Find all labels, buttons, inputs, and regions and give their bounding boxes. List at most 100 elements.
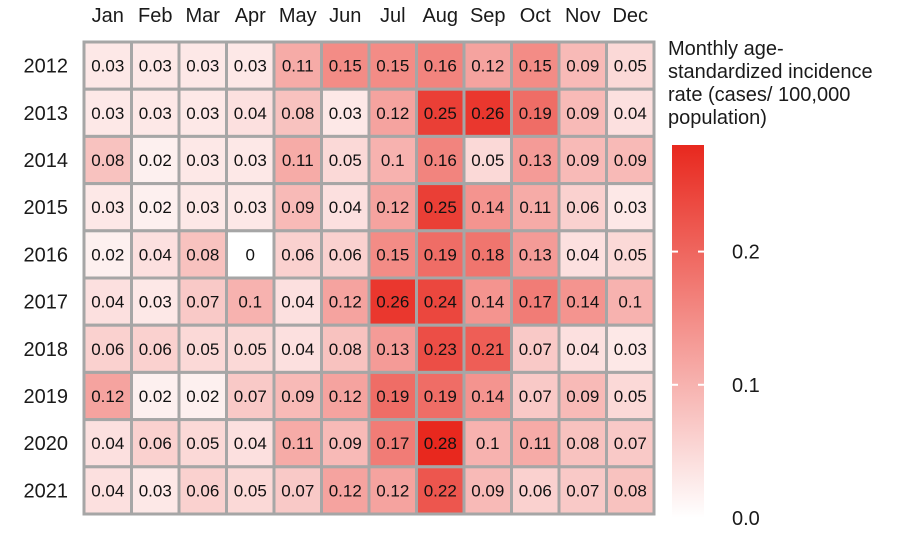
cell-value-label: 0.13 bbox=[376, 340, 409, 359]
heatmap-cell bbox=[225, 465, 276, 516]
year-label: 2019 bbox=[24, 386, 69, 408]
cell-value-label: 0.19 bbox=[376, 387, 409, 406]
month-label: Apr bbox=[235, 5, 266, 27]
cell-value-label: 0.05 bbox=[186, 340, 219, 359]
cell-value-label: 0.04 bbox=[91, 481, 124, 500]
heatmap-cell bbox=[272, 134, 323, 186]
cell-value-label: 0.14 bbox=[471, 387, 504, 406]
heatmap-cell bbox=[510, 418, 561, 469]
cell-value-label: 0.03 bbox=[186, 151, 219, 170]
heatmap-cell bbox=[272, 418, 323, 469]
cell-value-label: 0.15 bbox=[519, 57, 552, 76]
heatmap-cell bbox=[225, 370, 276, 422]
cell-value-label: 0.19 bbox=[424, 245, 457, 264]
heatmap-cell bbox=[510, 134, 561, 186]
month-label: May bbox=[279, 5, 317, 27]
cell-value-label: 0.04 bbox=[234, 104, 267, 123]
cell-value-label: 0.12 bbox=[329, 387, 362, 406]
heatmap-cell bbox=[320, 276, 371, 327]
heatmap-cell bbox=[82, 229, 133, 280]
cell-value-label: 0.05 bbox=[234, 481, 267, 500]
cell-value-label: 0.09 bbox=[566, 151, 599, 170]
cell-value-label: 0.12 bbox=[329, 293, 362, 312]
heatmap-cell bbox=[82, 418, 133, 469]
heatmap-cell bbox=[605, 323, 656, 374]
cell-value-label: 0.07 bbox=[614, 434, 647, 453]
cell-value-label: 0.04 bbox=[329, 198, 362, 217]
year-label: 2020 bbox=[24, 433, 69, 455]
cell-value-label: 0.07 bbox=[566, 481, 599, 500]
cell-value-label: 0.16 bbox=[424, 57, 457, 76]
cell-value-label: 0.09 bbox=[566, 57, 599, 76]
cell-value-label: 0.11 bbox=[282, 434, 314, 453]
cell-value-label: 0.12 bbox=[376, 481, 409, 500]
cell-value-label: 0.15 bbox=[376, 57, 409, 76]
legend-tick-label: 0.1 bbox=[732, 375, 760, 397]
heatmap-cell bbox=[177, 229, 228, 280]
cell-value-label: 0.05 bbox=[234, 340, 267, 359]
cell-value-label: 0.07 bbox=[519, 340, 552, 359]
year-label: 2014 bbox=[24, 150, 69, 172]
month-label: Mar bbox=[186, 5, 221, 27]
heatmap-cell bbox=[272, 229, 323, 280]
cell-value-label: 0.1 bbox=[238, 293, 262, 312]
heatmap-cell bbox=[320, 465, 371, 516]
cell-value-label: 0.02 bbox=[139, 151, 172, 170]
heatmap-cell bbox=[272, 370, 323, 422]
heatmap-cell bbox=[605, 465, 656, 516]
cell-value-label: 0.09 bbox=[471, 481, 504, 500]
cell-value-label: 0.04 bbox=[91, 293, 124, 312]
cell-value-label: 0.03 bbox=[186, 198, 219, 217]
cell-value-label: 0.15 bbox=[329, 57, 362, 76]
heatmap-cell bbox=[557, 323, 608, 374]
cell-value-label: 0.17 bbox=[519, 293, 552, 312]
cell-value-label: 0.12 bbox=[329, 481, 362, 500]
heatmap-cell bbox=[130, 182, 181, 233]
cell-value-label: 0.04 bbox=[139, 245, 172, 264]
year-label: 2017 bbox=[24, 292, 69, 314]
legend-tick-label: 0.2 bbox=[732, 242, 760, 264]
cell-value-label: 0.06 bbox=[329, 245, 362, 264]
heatmap-cell bbox=[557, 182, 608, 233]
cell-value-label: 0.12 bbox=[376, 198, 409, 217]
cell-value-label: 0.04 bbox=[281, 340, 314, 359]
heatmap-cell bbox=[510, 182, 561, 233]
cell-value-label: 0.08 bbox=[186, 245, 219, 264]
month-label: Feb bbox=[138, 5, 172, 27]
cell-value-label: 0.06 bbox=[281, 245, 314, 264]
cell-value-label: 0.03 bbox=[91, 57, 124, 76]
year-axis: 2012 2013 2014 2015 2016 2017 2018 2019 2020 2021 bbox=[24, 56, 69, 503]
heatmap-cell bbox=[462, 229, 513, 280]
cell-value-label: 0.06 bbox=[186, 481, 219, 500]
cell-value-label: 0.26 bbox=[471, 104, 504, 123]
cell-value-label: 0.04 bbox=[614, 104, 647, 123]
cell-value-label: 0.11 bbox=[519, 198, 551, 217]
cell-value-label: 0.25 bbox=[424, 198, 457, 217]
heatmap-cell bbox=[415, 182, 466, 233]
month-axis: Jan Feb Mar Apr May Jun Jul Aug Sep Oct Nov Dec bbox=[92, 5, 648, 27]
cell-value-label: 0.24 bbox=[424, 293, 457, 312]
cell-value-label: 0.12 bbox=[376, 104, 409, 123]
month-label: Jun bbox=[329, 5, 361, 27]
cell-value-label: 0.03 bbox=[614, 198, 647, 217]
cell-value-label: 0.03 bbox=[329, 104, 362, 123]
cell-value-label: 0.14 bbox=[566, 293, 599, 312]
cell-value-label: 0.03 bbox=[139, 57, 172, 76]
cell-value-label: 0.06 bbox=[566, 198, 599, 217]
year-label: 2012 bbox=[24, 56, 69, 78]
cell-value-label: 0.06 bbox=[519, 481, 552, 500]
cell-value-label: 0.13 bbox=[519, 151, 552, 170]
month-label: Aug bbox=[422, 5, 458, 27]
heatmap-cell bbox=[605, 229, 656, 280]
heatmap-cell bbox=[320, 323, 371, 374]
cell-value-label: 0.05 bbox=[186, 434, 219, 453]
month-label: Oct bbox=[520, 5, 552, 27]
legend-ticks: 0.0 0.1 0.2 bbox=[672, 242, 760, 530]
cell-value-label: 0.04 bbox=[566, 245, 599, 264]
cell-value-label: 0.28 bbox=[424, 434, 457, 453]
cell-value-label: 0.13 bbox=[519, 245, 552, 264]
cell-value-label: 0.02 bbox=[186, 387, 219, 406]
heatmap-cell bbox=[415, 276, 466, 327]
month-label: Dec bbox=[612, 5, 648, 27]
